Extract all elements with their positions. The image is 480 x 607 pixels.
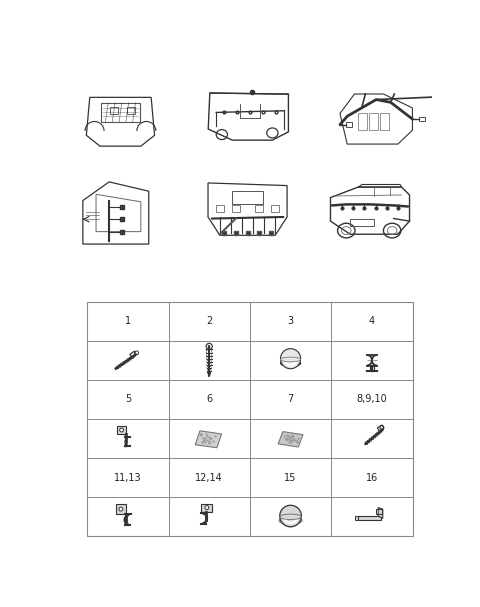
Text: 4: 4 <box>369 316 375 326</box>
Circle shape <box>280 505 301 527</box>
Bar <box>346 122 352 127</box>
Text: 15: 15 <box>284 473 297 483</box>
Bar <box>380 114 388 130</box>
Bar <box>232 191 264 204</box>
Bar <box>376 509 382 515</box>
Bar <box>350 219 374 226</box>
Text: 11,13: 11,13 <box>114 473 142 483</box>
Text: 5: 5 <box>125 395 131 404</box>
Bar <box>202 504 212 512</box>
Bar <box>370 367 374 371</box>
Text: 12,14: 12,14 <box>195 473 223 483</box>
Polygon shape <box>378 507 383 518</box>
Bar <box>216 205 224 212</box>
Ellipse shape <box>280 360 300 367</box>
Polygon shape <box>358 516 381 520</box>
Circle shape <box>280 348 300 368</box>
Text: 1: 1 <box>125 316 131 326</box>
Text: 2: 2 <box>206 316 212 326</box>
Polygon shape <box>195 431 222 448</box>
Circle shape <box>119 507 123 511</box>
Bar <box>127 107 135 114</box>
Bar <box>358 114 367 130</box>
Polygon shape <box>355 516 358 520</box>
Bar <box>116 504 126 514</box>
Bar <box>130 351 136 358</box>
Bar <box>232 205 240 212</box>
Polygon shape <box>278 432 303 447</box>
Text: 8,9,10: 8,9,10 <box>357 395 387 404</box>
Text: 6: 6 <box>206 395 212 404</box>
Bar <box>110 107 119 114</box>
Text: 16: 16 <box>366 473 378 483</box>
Text: 3: 3 <box>288 316 294 326</box>
Polygon shape <box>208 373 211 376</box>
Bar <box>271 205 279 212</box>
Bar <box>87 302 413 537</box>
Bar <box>369 114 378 130</box>
Circle shape <box>120 428 123 432</box>
Ellipse shape <box>279 517 302 524</box>
Text: 7: 7 <box>288 395 294 404</box>
Circle shape <box>206 344 212 350</box>
Bar <box>377 425 384 431</box>
Bar <box>255 205 264 212</box>
Bar <box>117 426 126 434</box>
Circle shape <box>205 506 209 509</box>
Bar <box>419 117 425 121</box>
